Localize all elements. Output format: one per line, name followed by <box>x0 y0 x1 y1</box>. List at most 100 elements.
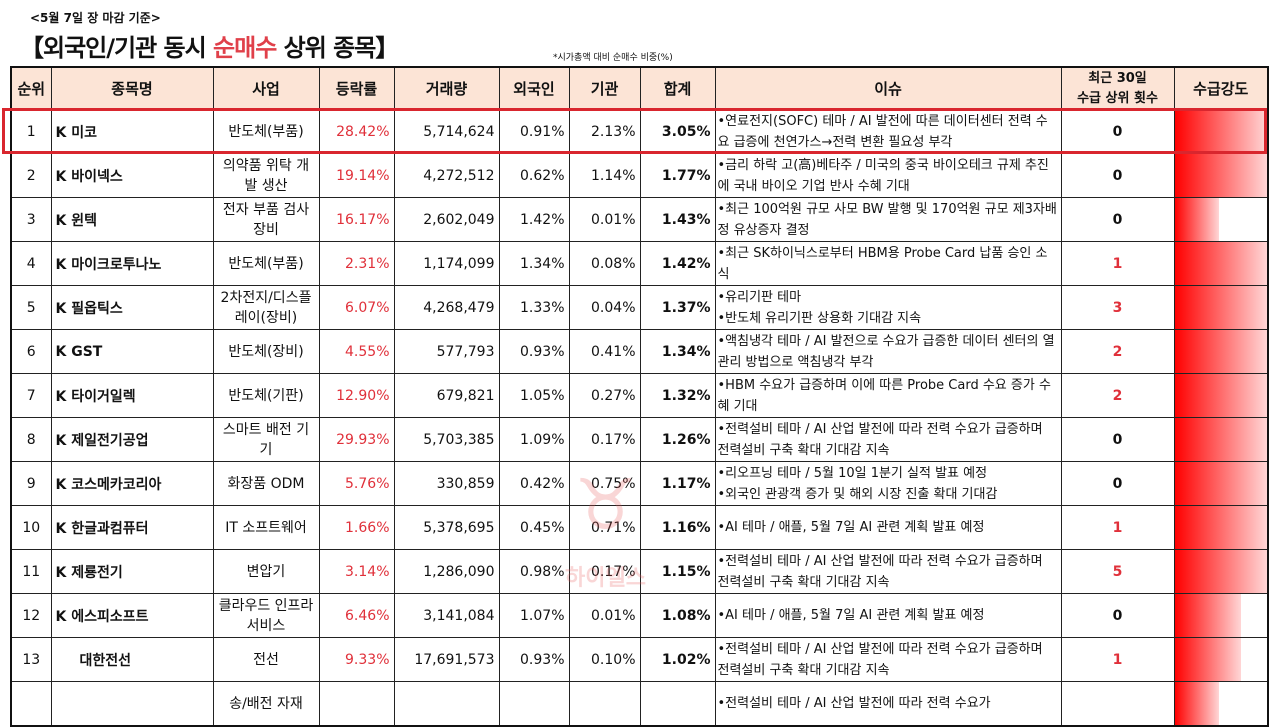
issue-text: •금리 하락 고(高)베타주 / 미국의 중국 바이오테크 규제 추진에 국내 … <box>714 153 1062 198</box>
issue-text: •전력설비 테마 / AI 산업 발전에 따라 전력 수요가 급증하며 전력설비… <box>714 637 1062 682</box>
total-ratio: 1.02% <box>639 637 716 682</box>
business: 변압기 <box>212 549 320 594</box>
header-rank: 순위 <box>10 66 52 110</box>
institution-ratio: 0.75% <box>568 461 641 506</box>
stock-name: K 마이크로투나노 <box>50 241 214 286</box>
foreign-ratio: 0.98% <box>498 549 570 594</box>
strength-bar-fill <box>1175 682 1219 725</box>
rank-cell: 4 <box>10 241 52 286</box>
total-ratio: 1.77% <box>639 153 716 198</box>
table-row[interactable]: 13 대한전선 전선 9.33% 17,691,573 0.93% 0.10% 1.02% •전… <box>10 637 1269 682</box>
strength-bar-fill <box>1175 110 1267 153</box>
issue-text: •전력설비 테마 / AI 산업 발전에 따라 전력 수요가 급증하며 전력설비… <box>714 417 1062 462</box>
header-foreign: 외국인 <box>498 66 570 110</box>
change-rate: 28.42% <box>318 109 395 154</box>
recent-count: 0 <box>1060 197 1175 242</box>
table-row[interactable]: 12 K 에스피소프트 클라우드 인프라 서비스 6.46% 3,141,084 1.07… <box>10 593 1269 638</box>
foreign-ratio: 1.33% <box>498 285 570 330</box>
volume: 3,141,084 <box>393 593 500 638</box>
change-rate <box>318 681 395 727</box>
business: IT 소프트웨어 <box>212 505 320 550</box>
recent-count: 0 <box>1060 153 1175 198</box>
recent-count: 0 <box>1060 593 1175 638</box>
volume: 4,272,512 <box>393 153 500 198</box>
issue-text: •최근 SK하이닉스로부터 HBM용 Probe Card 납품 승인 소식 <box>714 241 1062 286</box>
header-recent-count: 최근 30일 수급 상위 횟수 <box>1060 66 1175 110</box>
strength-bar <box>1173 461 1269 506</box>
volume: 5,714,624 <box>393 109 500 154</box>
stock-name: K 제룡전기 <box>50 549 214 594</box>
recent-count: 2 <box>1060 329 1175 374</box>
foreign-ratio: 1.05% <box>498 373 570 418</box>
foreign-ratio: 0.62% <box>498 153 570 198</box>
recent-count: 0 <box>1060 417 1175 462</box>
institution-ratio: 0.17% <box>568 417 641 462</box>
rank-cell: 9 <box>10 461 52 506</box>
business: 반도체(기판) <box>212 373 320 418</box>
institution-ratio: 0.08% <box>568 241 641 286</box>
volume: 4,268,479 <box>393 285 500 330</box>
rank-cell: 6 <box>10 329 52 374</box>
rank-cell: 1 <box>10 109 52 154</box>
change-rate: 19.14% <box>318 153 395 198</box>
business: 전자 부품 검사 장비 <box>212 197 320 242</box>
issue-text: •전력설비 테마 / AI 산업 발전에 따라 전력 수요가 급증하며 전력설비… <box>714 549 1062 594</box>
rank-cell: 12 <box>10 593 52 638</box>
total-ratio: 1.16% <box>639 505 716 550</box>
change-rate: 6.07% <box>318 285 395 330</box>
header-row: 순위 종목명 사업 등락률 거래량 외국인 기관 합계 이슈 최근 30일 수급 상위 횟수 수급강… <box>10 66 1269 110</box>
business: 스마트 배전 기기 <box>212 417 320 462</box>
header-business: 사업 <box>212 66 320 110</box>
table-row[interactable]: 10 K 한글과컴퓨터 IT 소프트웨어 1.66% 5,378,695 0.45% 0.7… <box>10 505 1269 550</box>
total-ratio: 3.05% <box>639 109 716 154</box>
foreign-ratio: 0.93% <box>498 329 570 374</box>
strength-bar <box>1173 109 1269 154</box>
strength-bar <box>1173 373 1269 418</box>
stock-name: K GST <box>50 329 214 374</box>
total-ratio: 1.43% <box>639 197 716 242</box>
recent-count: 1 <box>1060 637 1175 682</box>
recent-count: 1 <box>1060 505 1175 550</box>
volume: 330,859 <box>393 461 500 506</box>
business: 클라우드 인프라 서비스 <box>212 593 320 638</box>
issue-text: •유리기판 테마 •반도체 유리기판 상용화 기대감 지속 <box>714 285 1062 330</box>
total-ratio <box>639 681 716 727</box>
rank-cell: 7 <box>10 373 52 418</box>
institution-ratio: 0.04% <box>568 285 641 330</box>
foreign-ratio: 1.42% <box>498 197 570 242</box>
change-rate: 29.93% <box>318 417 395 462</box>
business: 2차전지/디스플레이(장비) <box>212 285 320 330</box>
issue-text: •전력설비 테마 / AI 산업 발전에 따라 전력 수요가 <box>714 681 1062 727</box>
strength-bar-fill <box>1175 330 1267 373</box>
volume: 1,286,090 <box>393 549 500 594</box>
strength-bar-fill <box>1175 506 1267 549</box>
stock-name: K 타이거일렉 <box>50 373 214 418</box>
total-ratio: 1.34% <box>639 329 716 374</box>
strength-bar-fill <box>1175 242 1267 285</box>
issue-text: •액침냉각 테마 / AI 발전으로 수요가 급증한 데이터 센터의 열 관리 … <box>714 329 1062 374</box>
title-pre: 【외국인/기관 동시 <box>20 34 214 62</box>
stock-table: 순위 종목명 사업 등락률 거래량 외국인 기관 합계 이슈 최근 30일 수급 상위 횟수 수급강… <box>10 66 1269 727</box>
strength-bar-fill <box>1175 550 1267 593</box>
change-rate: 2.31% <box>318 241 395 286</box>
table-row[interactable]: 11 K 제룡전기 변압기 3.14% 1,286,090 0.98% 0.17% 1.15%… <box>10 549 1269 594</box>
business: 반도체(부품) <box>212 241 320 286</box>
rank-cell <box>10 681 52 727</box>
business: 의약품 위탁 개발 생산 <box>212 153 320 198</box>
table-row[interactable]: 송/배전 자재 •전력설비 테마 / AI 산업 발전에 따라 전력 수요가 <box>10 681 1269 727</box>
recent-count: 3 <box>1060 285 1175 330</box>
header-institution: 기관 <box>568 66 641 110</box>
strength-bar-fill <box>1175 462 1267 505</box>
title-highlight: 순매수 <box>213 34 277 62</box>
strength-bar <box>1173 637 1269 682</box>
volume: 5,378,695 <box>393 505 500 550</box>
